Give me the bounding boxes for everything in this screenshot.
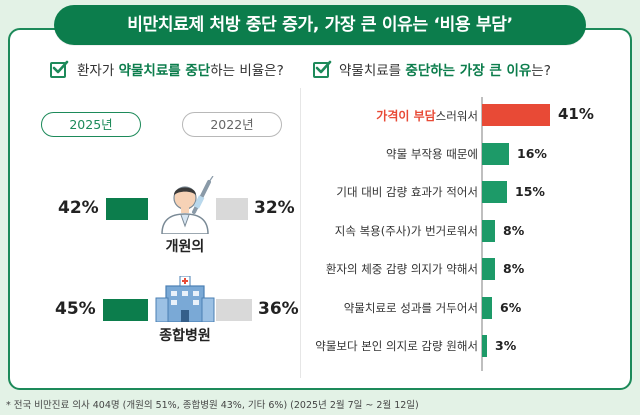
value-label: 8% (503, 261, 525, 276)
left-question: 환자가 약물치료를 중단하는 비율은? (77, 63, 284, 79)
value-label: 6% (500, 300, 522, 315)
value-label: 3% (495, 338, 517, 353)
bar-2025-clinic (106, 198, 148, 220)
bar (482, 181, 507, 203)
category-label-hospital: 종합병원 (159, 328, 211, 344)
chart-axis (481, 97, 483, 371)
bar-2022-hospital (216, 299, 252, 321)
checkbox-icon (313, 60, 332, 78)
category-label: 약물치료로 성과를 거두어서 (343, 301, 478, 315)
bar-2022-clinic (216, 198, 248, 220)
bar (482, 220, 495, 242)
column-divider (300, 88, 301, 378)
bar (482, 335, 487, 357)
legend-2022: 2022년 (182, 112, 282, 137)
bar (482, 143, 509, 165)
infographic-card (8, 28, 632, 390)
category-label-clinic: 개원의 (165, 239, 205, 255)
category-label: 약물보다 본인 의지로 감량 원해서 (315, 339, 478, 353)
value-label: 8% (503, 223, 525, 238)
value-label: 15% (515, 184, 545, 199)
page-title: 비만치료제 처방 중단 증가, 가장 큰 이유는 ‘비용 부담’ (54, 5, 586, 45)
category-label: 지속 복용(주사)가 번거로워서 (334, 224, 478, 238)
value-label: 41% (558, 105, 594, 123)
bar (482, 297, 492, 319)
checkbox-icon (50, 60, 69, 78)
category-label: 기대 대비 감량 효과가 적어서 (336, 185, 478, 199)
hospital-icon (152, 275, 218, 326)
right-question: 약물치료를 중단하는 가장 큰 이유는? (339, 63, 551, 79)
category-label: 가격이 부담스러워서 (376, 109, 478, 123)
legend-2025: 2025년 (41, 112, 141, 137)
bar-2025-hospital (103, 299, 148, 321)
value-label-2025-hospital: 45% (55, 299, 96, 319)
value-label-2022-hospital: 36% (258, 299, 299, 319)
doctor-icon (154, 175, 216, 238)
value-label: 16% (517, 146, 547, 161)
value-label-2025-clinic: 42% (58, 198, 99, 218)
bar (482, 258, 495, 280)
bar (482, 104, 550, 126)
category-label: 환자의 체중 감량 의지가 약해서 (325, 262, 478, 276)
footnote: * 전국 비만진료 의사 404명 (개원의 51%, 종합병원 43%, 기타… (6, 400, 419, 411)
category-label: 약물 부작용 때문에 (386, 147, 478, 161)
value-label-2022-clinic: 32% (254, 198, 295, 218)
